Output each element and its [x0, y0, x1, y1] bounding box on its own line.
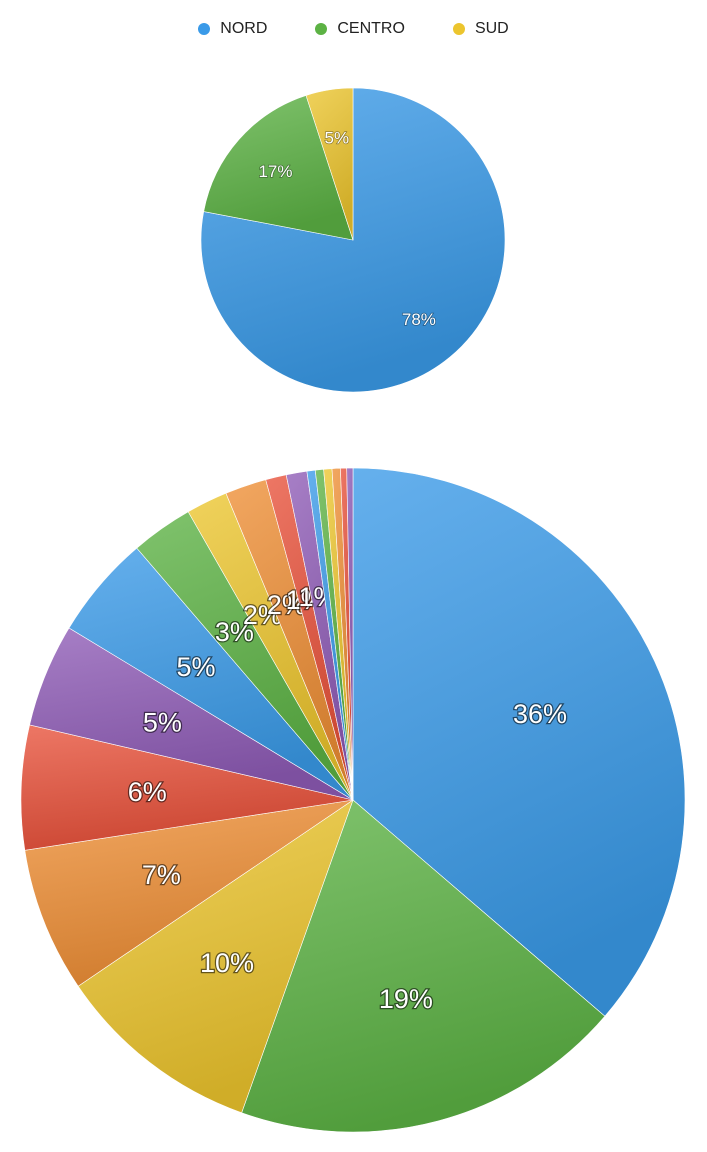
slice-label: 10%	[200, 948, 254, 978]
slice-label: 6%	[128, 777, 167, 807]
slice-label: 5%	[176, 652, 215, 682]
slice-label: 5%	[325, 128, 350, 147]
slice-label: 17%	[258, 162, 292, 181]
pie-chart-regions: 78% 17% 5%	[201, 88, 505, 392]
slice-label: 19%	[379, 984, 433, 1014]
slice-label: 5%	[143, 707, 182, 737]
slice-label: 7%	[142, 860, 181, 890]
slice-label: 36%	[513, 699, 567, 729]
pie-chart-breakdown: 36%19%10%7%6%5%5%3%2%2%1%1%	[21, 468, 685, 1132]
slice-label: 78%	[402, 310, 436, 329]
